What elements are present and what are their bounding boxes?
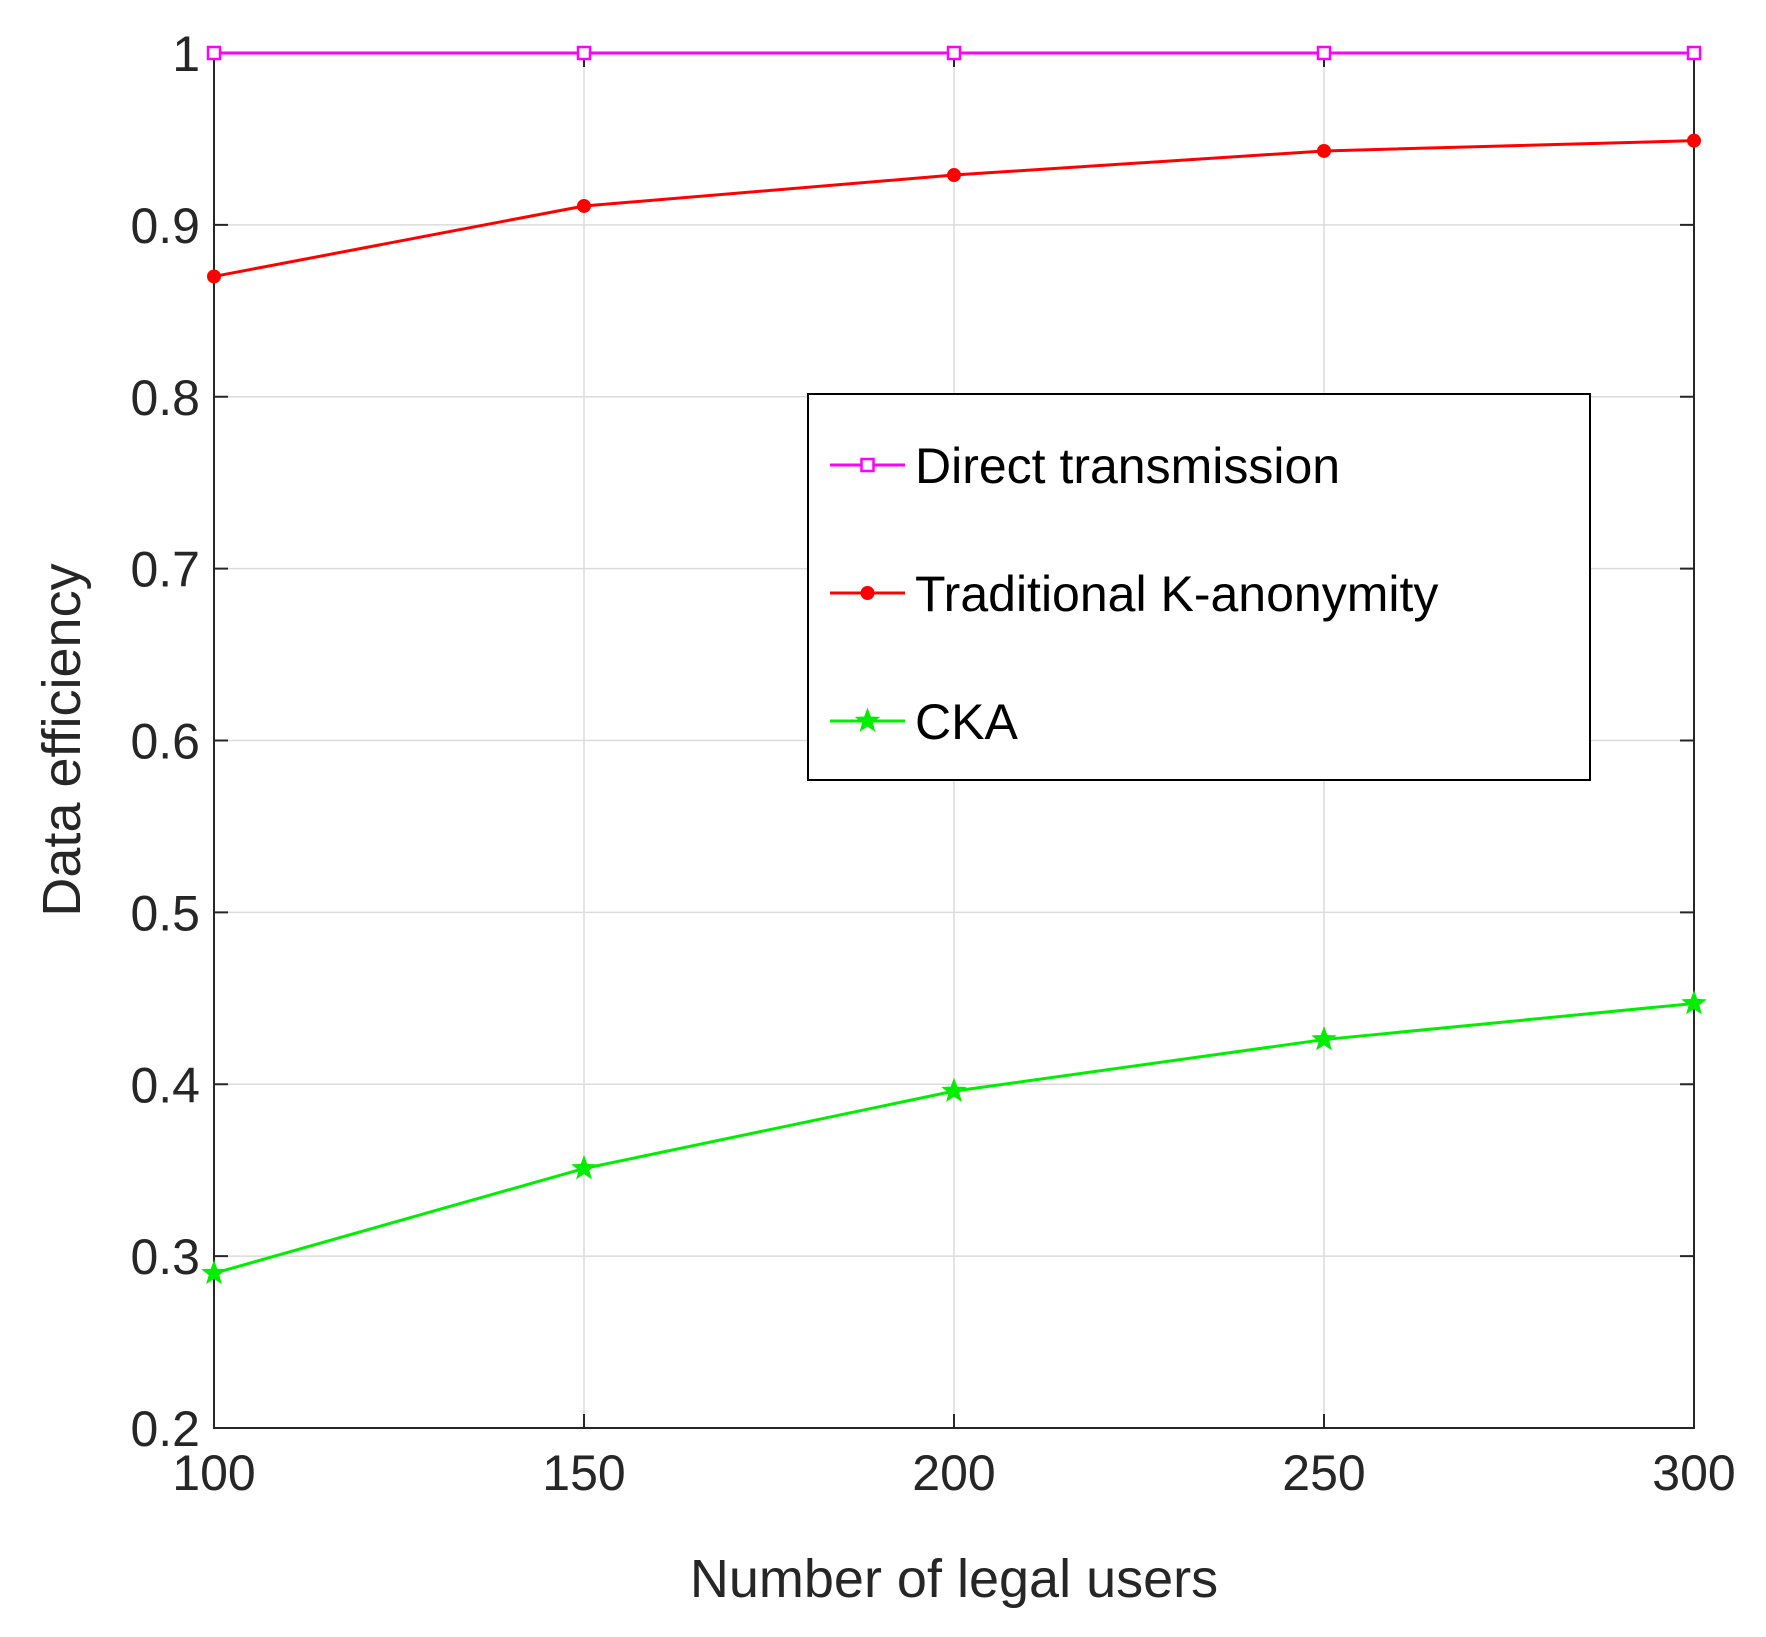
x-tick-label: 200 [912, 1445, 995, 1501]
legend-marker [860, 586, 875, 600]
data-point [576, 45, 592, 61]
y-tick-label: 0.3 [130, 1229, 200, 1285]
y-tick-label: 0.8 [130, 370, 200, 426]
legend-marker [854, 707, 881, 732]
data-point [571, 1155, 597, 1180]
x-tick-labels: 100 150 200 250 300 [172, 1445, 1735, 1501]
y-axis-title: Data efficiency [32, 563, 92, 916]
data-point [1317, 143, 1331, 158]
x-tick-label: 100 [172, 1445, 255, 1501]
y-tick-label: 1 [172, 26, 200, 82]
data-point [201, 1259, 227, 1285]
y-tick-label: 0.7 [130, 542, 200, 598]
legend: Direct transmission Traditional K-anonymi… [807, 393, 1591, 781]
x-tick-label: 300 [1652, 1445, 1735, 1501]
data-point [1687, 133, 1701, 148]
y-tick-labels: 0.2 0.3 0.4 0.5 0.6 0.7 0.8 0.9 1 [130, 26, 200, 1457]
y-tick-label: 0.5 [130, 885, 200, 941]
series-1 [207, 133, 1701, 284]
series-2 [201, 990, 1707, 1285]
legend-marker [860, 457, 875, 473]
data-point [206, 45, 222, 61]
data-point [207, 269, 221, 284]
data-point [947, 168, 961, 183]
data-point [1681, 990, 1707, 1015]
y-tick-label: 0.6 [130, 714, 200, 770]
y-tick-label: 0.2 [130, 1401, 200, 1457]
data-point [946, 45, 962, 61]
y-tick-label: 0.9 [130, 198, 200, 254]
x-tick-label: 150 [542, 1445, 625, 1501]
x-axis-title: Number of legal users [690, 1549, 1218, 1609]
series-group [201, 45, 1707, 1285]
data-point [1316, 45, 1332, 61]
legend-box [807, 393, 1591, 781]
legend-label: Direct transmission [915, 438, 1340, 494]
data-point [1311, 1026, 1337, 1051]
series-0 [206, 45, 1702, 61]
x-tick-label: 250 [1282, 1445, 1365, 1501]
legend-label: CKA [915, 694, 1018, 750]
data-point [941, 1077, 967, 1102]
data-point [1686, 45, 1702, 61]
y-tick-label: 0.4 [130, 1057, 200, 1113]
legend-label: Traditional K-anonymity [915, 566, 1438, 622]
data-point [577, 198, 591, 213]
